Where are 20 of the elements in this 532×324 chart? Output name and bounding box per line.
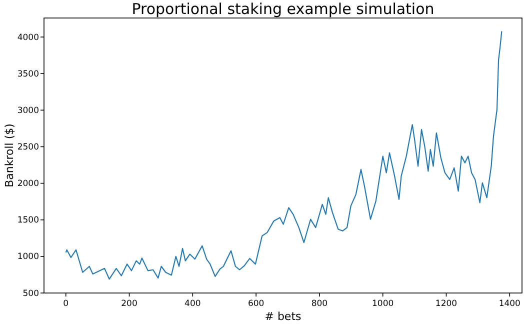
x-tick-label: 600: [248, 299, 264, 309]
x-tick-label: 1000: [372, 299, 394, 309]
y-tick-label: 3000: [17, 106, 39, 116]
y-tick-label: 4000: [17, 32, 39, 43]
y-tick-label: 3500: [17, 69, 39, 80]
y-tick-label: 500: [22, 288, 39, 299]
x-tick-label: 200: [121, 299, 138, 309]
y-tick-label: 1500: [17, 216, 39, 226]
y-tick-label: 2000: [17, 179, 39, 190]
y-tick-label: 1000: [17, 252, 39, 262]
x-tick-label: 0: [63, 299, 69, 309]
x-axis-title: # bets: [264, 310, 302, 323]
x-tick-label: 400: [184, 299, 201, 309]
y-axis-title: Bankroll ($): [3, 124, 16, 188]
x-tick-label: 1200: [435, 299, 458, 309]
y-tick-label: 2500: [17, 142, 39, 153]
x-tick-label: 800: [311, 299, 328, 309]
x-tick-label: 1400: [498, 299, 520, 309]
chart-title: Proportional staking example simulation: [132, 0, 434, 18]
line-series: [65, 30, 502, 280]
